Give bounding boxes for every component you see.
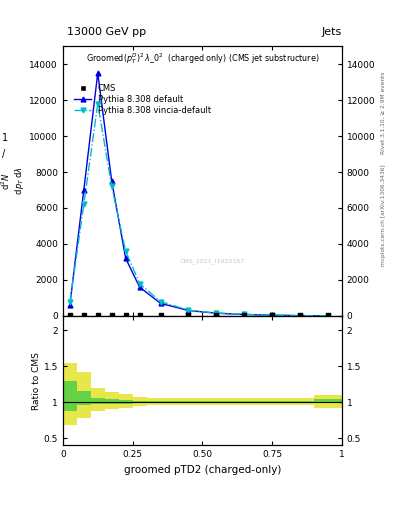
Pythia 8.308 default — [109, 178, 114, 184]
CMS — [68, 312, 72, 318]
Pythia 8.308 vincia-default — [158, 298, 163, 305]
CMS — [214, 312, 219, 318]
Text: CMS_2021_I1920187: CMS_2021_I1920187 — [180, 258, 245, 264]
Line: Pythia 8.308 vincia-default: Pythia 8.308 vincia-default — [68, 101, 331, 318]
Pythia 8.308 vincia-default — [214, 310, 219, 316]
Text: Jets: Jets — [321, 27, 342, 37]
CMS — [270, 312, 275, 318]
Pythia 8.308 default — [81, 187, 86, 193]
Legend: CMS, Pythia 8.308 default, Pythia 8.308 vincia-default: CMS, Pythia 8.308 default, Pythia 8.308 … — [73, 82, 213, 116]
Text: Rivet 3.1.10, ≥ 2.9M events: Rivet 3.1.10, ≥ 2.9M events — [381, 71, 386, 154]
Pythia 8.308 vincia-default — [68, 300, 72, 306]
Pythia 8.308 default — [326, 313, 331, 319]
Pythia 8.308 default — [214, 310, 219, 316]
Pythia 8.308 vincia-default — [242, 311, 247, 317]
CMS — [326, 312, 331, 318]
Pythia 8.308 default — [158, 300, 163, 306]
Pythia 8.308 default — [270, 312, 275, 318]
Y-axis label: $\mathrm{d}^2N$
$\mathrm{d}\,p_T\,\mathrm{d}\lambda$: $\mathrm{d}^2N$ $\mathrm{d}\,p_T\,\mathr… — [0, 167, 26, 195]
Line: CMS: CMS — [68, 313, 331, 318]
Pythia 8.308 default — [298, 312, 303, 318]
Pythia 8.308 vincia-default — [137, 281, 142, 287]
Pythia 8.308 default — [242, 311, 247, 317]
Text: 1: 1 — [2, 133, 8, 143]
Pythia 8.308 vincia-default — [109, 183, 114, 189]
CMS — [137, 312, 142, 318]
Pythia 8.308 default — [68, 302, 72, 308]
CMS — [242, 312, 247, 318]
Text: 13000 GeV pp: 13000 GeV pp — [67, 27, 146, 37]
Pythia 8.308 vincia-default — [95, 100, 100, 106]
Pythia 8.308 default — [186, 307, 191, 313]
CMS — [109, 312, 114, 318]
Text: mcplots.cern.ch [arXiv:1306.3436]: mcplots.cern.ch [arXiv:1306.3436] — [381, 164, 386, 266]
Pythia 8.308 vincia-default — [81, 201, 86, 207]
Pythia 8.308 default — [137, 284, 142, 290]
Text: /: / — [2, 148, 5, 159]
Text: Groomed$(p_T^D)^2\,\lambda\_0^2$  (charged only) (CMS jet substructure): Groomed$(p_T^D)^2\,\lambda\_0^2$ (charge… — [86, 52, 319, 67]
Pythia 8.308 default — [123, 255, 128, 262]
CMS — [158, 312, 163, 318]
Y-axis label: Ratio to CMS: Ratio to CMS — [32, 352, 41, 410]
Pythia 8.308 vincia-default — [326, 313, 331, 319]
CMS — [123, 312, 128, 318]
CMS — [81, 312, 86, 318]
Pythia 8.308 default — [95, 70, 100, 76]
CMS — [298, 312, 303, 318]
Line: Pythia 8.308 default: Pythia 8.308 default — [68, 71, 331, 318]
Pythia 8.308 vincia-default — [186, 307, 191, 313]
CMS — [186, 312, 191, 318]
Pythia 8.308 vincia-default — [298, 312, 303, 318]
Pythia 8.308 vincia-default — [270, 312, 275, 318]
Pythia 8.308 vincia-default — [123, 248, 128, 254]
X-axis label: groomed pTD2 (charged-only): groomed pTD2 (charged-only) — [124, 465, 281, 475]
CMS — [95, 312, 100, 318]
